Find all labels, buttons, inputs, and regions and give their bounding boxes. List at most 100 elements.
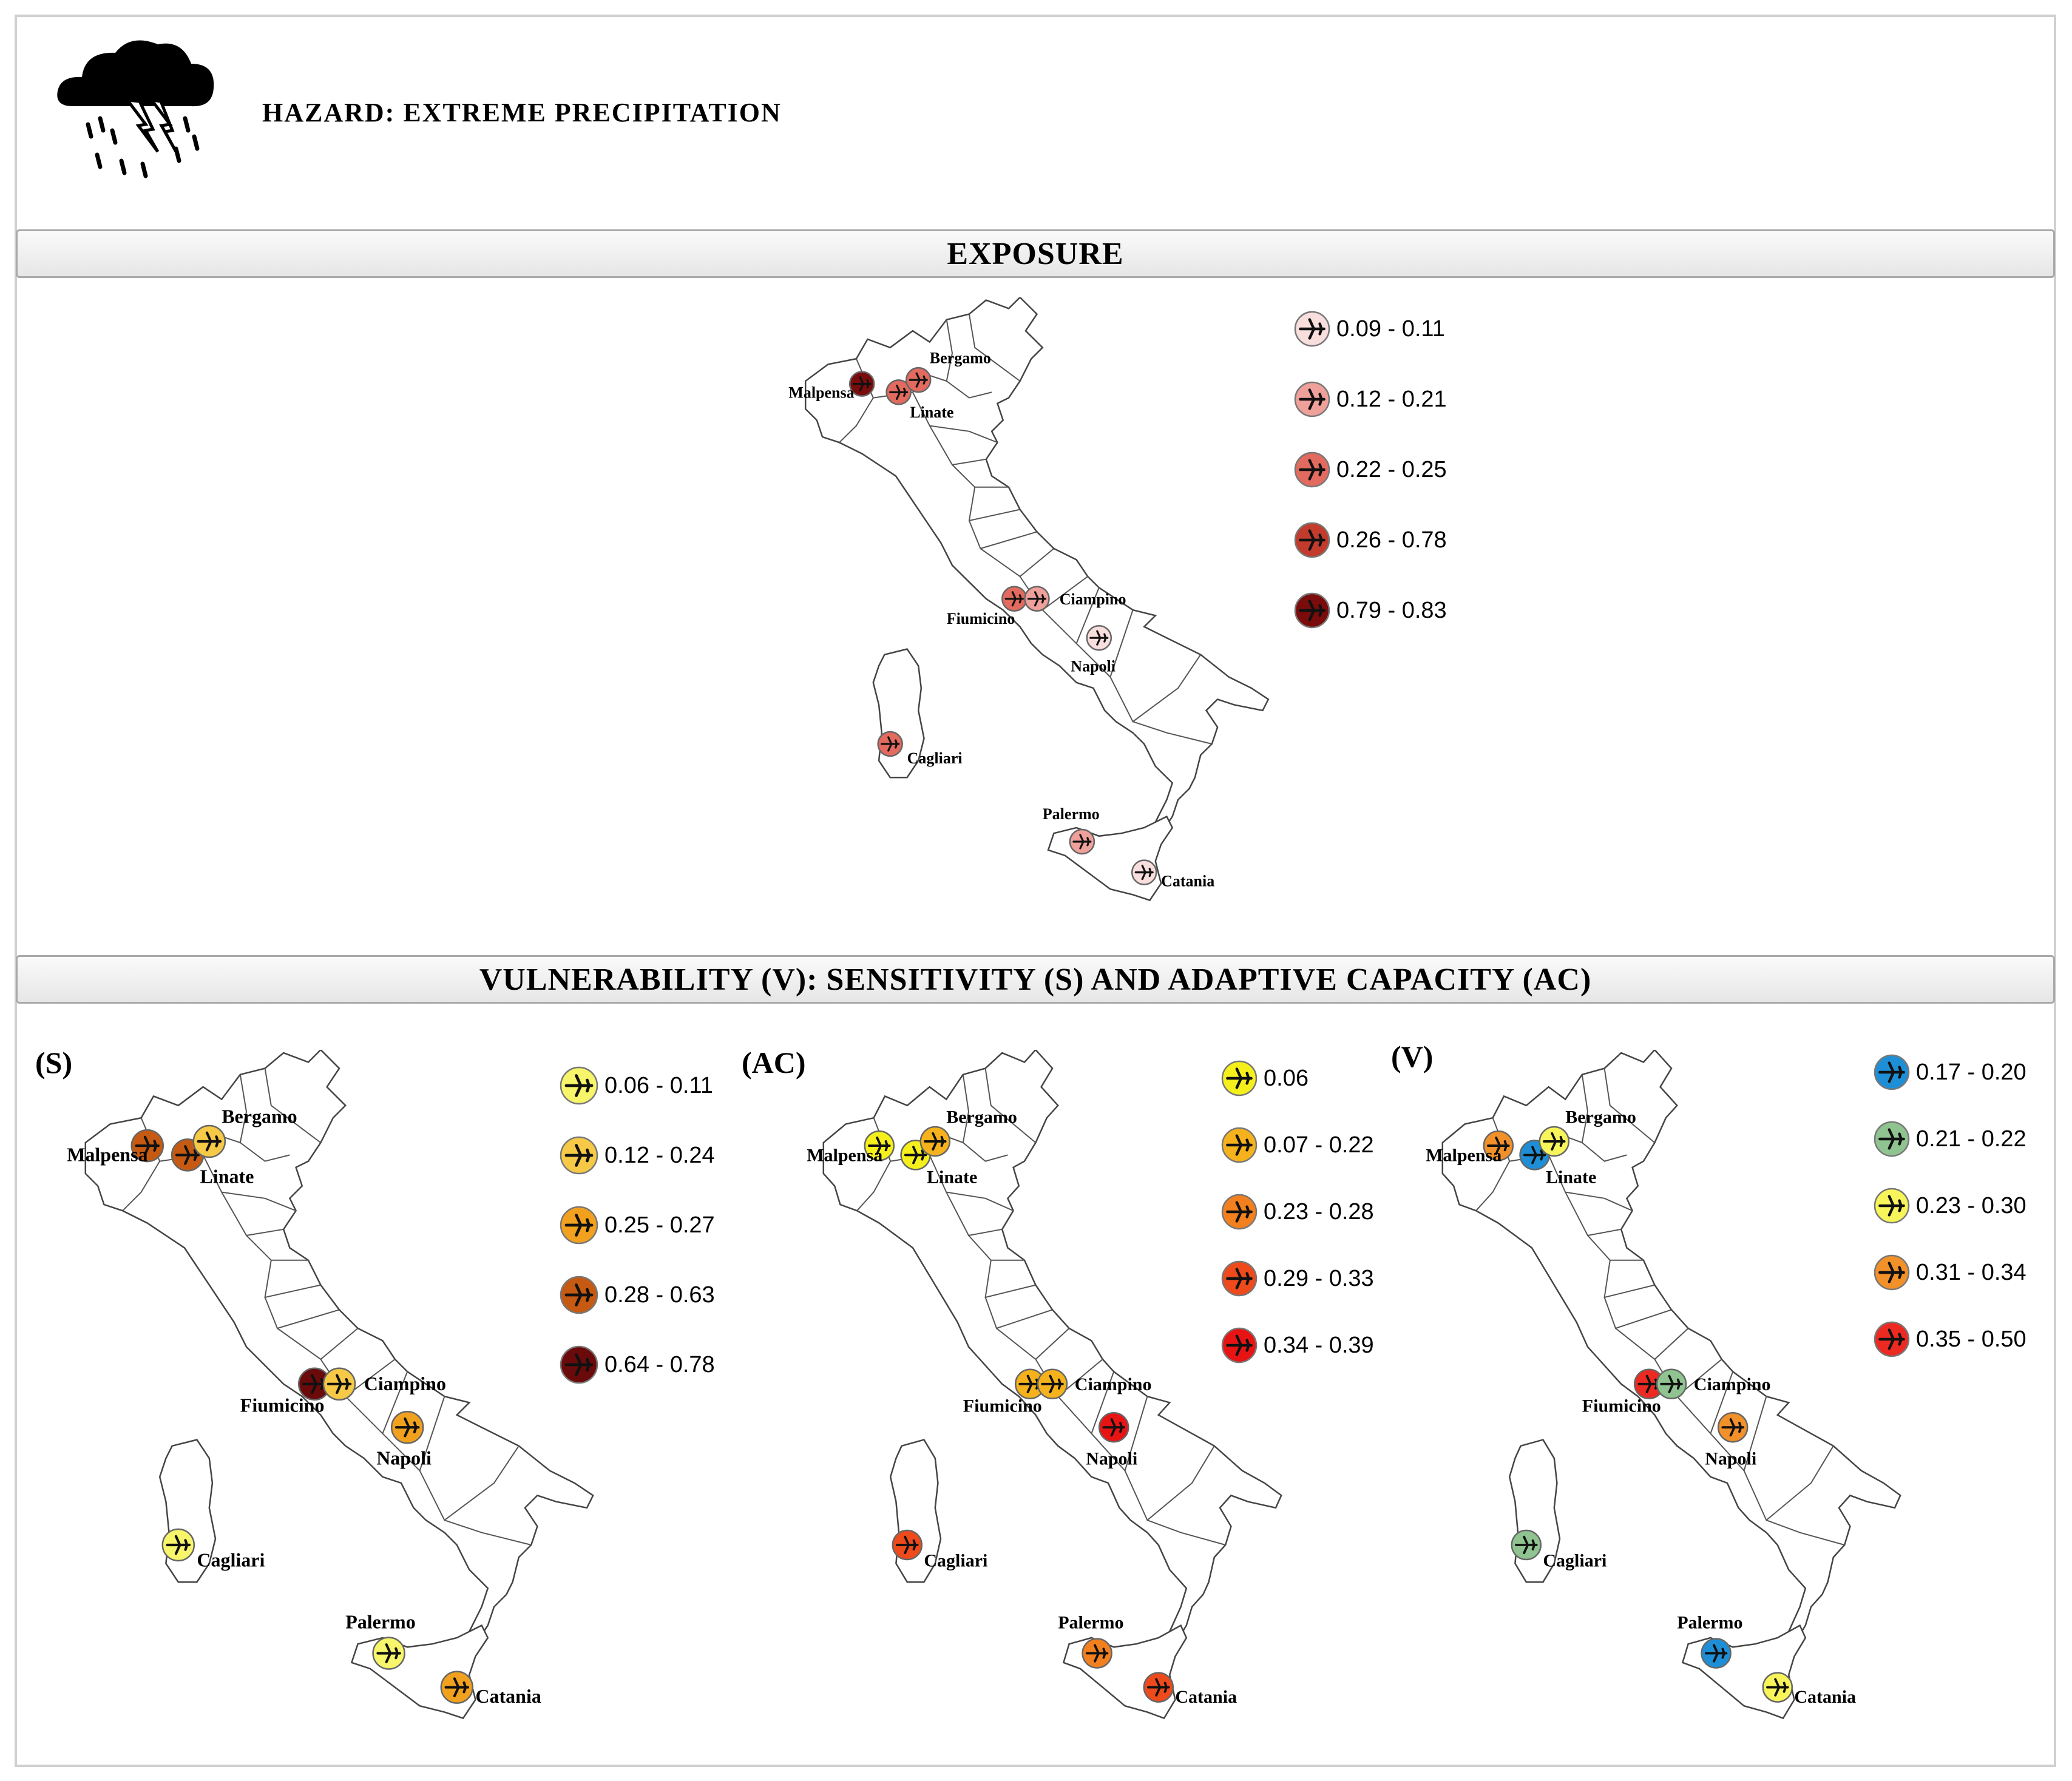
region-border bbox=[962, 1074, 1008, 1162]
airport-label-fiumicino: Fiumicino bbox=[947, 610, 1015, 627]
sicily-outline bbox=[1062, 1624, 1188, 1720]
airport-label-catania: Catania bbox=[1794, 1687, 1856, 1707]
airport-marker-linate bbox=[900, 1140, 931, 1171]
region-border bbox=[345, 1371, 408, 1435]
legend-swatch-airplane-icon bbox=[1221, 1260, 1258, 1297]
legend-item: 0.21 - 0.22 bbox=[1872, 1120, 2026, 1158]
legend-label: 0.07 - 0.22 bbox=[1264, 1132, 1374, 1158]
airport-marker-malpensa bbox=[130, 1129, 164, 1163]
airport-marker-ciampino bbox=[322, 1367, 356, 1401]
airport-label-napoli: Napoli bbox=[1071, 657, 1116, 675]
region-border bbox=[1766, 1519, 1845, 1546]
legend-swatch-airplane-icon bbox=[1874, 1121, 1910, 1157]
legend-label: 0.29 - 0.33 bbox=[1264, 1265, 1374, 1291]
legend-swatch-airplane-icon bbox=[560, 1345, 598, 1384]
legend-label: 0.28 - 0.63 bbox=[604, 1282, 715, 1308]
mainland-outline bbox=[84, 1049, 594, 1646]
legend-swatch-airplane-icon bbox=[1221, 1327, 1258, 1364]
airport-label-malpensa: Malpensa bbox=[788, 384, 854, 402]
legend-item: 0.06 - 0.11 bbox=[558, 1065, 713, 1106]
legend-swatch-airplane-icon bbox=[1294, 451, 1330, 488]
exposure-map-svg: Malpensa Linate Bergamo Fiumicino Ciampino Na… bbox=[788, 296, 1270, 902]
airport-label-linate: Linate bbox=[1546, 1167, 1596, 1187]
legend-item: 0.12 - 0.24 bbox=[558, 1135, 715, 1176]
region-border bbox=[984, 1068, 1037, 1143]
legend-label: 0.79 - 0.83 bbox=[1336, 597, 1447, 623]
legend-label: 0.64 - 0.78 bbox=[604, 1351, 715, 1377]
airport-marker-catania bbox=[440, 1671, 474, 1704]
legend-item: 0.22 - 0.25 bbox=[1293, 450, 1447, 489]
airport-label-palermo: Palermo bbox=[1058, 1613, 1123, 1633]
airport-marker-cagliari bbox=[892, 1529, 923, 1561]
airport-label-bergamo: Bergamo bbox=[1565, 1107, 1636, 1127]
legend-swatch-airplane-icon bbox=[560, 1206, 598, 1245]
region-border bbox=[929, 1154, 1014, 1212]
adaptive-capacity-map: Malpensa Linate Bergamo Fiumicino Ciampino Na… bbox=[801, 1049, 1444, 1766]
region-border bbox=[1132, 721, 1213, 745]
legend-item: 0.64 - 0.78 bbox=[558, 1344, 715, 1385]
legend-swatch-airplane-icon bbox=[1221, 1194, 1258, 1230]
airport-label-ciampino: Ciampino bbox=[1060, 590, 1126, 608]
legend-label: 0.09 - 0.11 bbox=[1336, 316, 1445, 342]
sensitivity-map: Malpensa Linate Bergamo Fiumicino Ciampino Na… bbox=[61, 1049, 704, 1766]
region-border bbox=[1676, 1371, 1734, 1435]
mainland-outline bbox=[822, 1049, 1282, 1646]
legend-swatch-airplane-icon bbox=[560, 1136, 598, 1175]
region-border bbox=[1109, 654, 1202, 723]
region-border bbox=[419, 1445, 520, 1521]
airport-label-ciampino: Ciampino bbox=[364, 1373, 446, 1394]
legend-label: 0.06 bbox=[1264, 1065, 1309, 1091]
hazard-title: HAZARD: EXTREME PRECIPITATION bbox=[262, 98, 782, 127]
legend-swatch-airplane-icon bbox=[560, 1276, 598, 1314]
airport-marker-catania bbox=[1131, 859, 1157, 885]
region-border bbox=[444, 1519, 532, 1546]
airport-label-palermo: Palermo bbox=[345, 1611, 416, 1633]
airport-label-catania: Catania bbox=[1161, 873, 1214, 890]
region-border bbox=[1057, 1371, 1115, 1435]
airport-label-cagliari: Cagliari bbox=[197, 1549, 265, 1571]
legend-item: 0.35 - 0.50 bbox=[1872, 1320, 2026, 1359]
airport-label-bergamo: Bergamo bbox=[946, 1107, 1017, 1127]
airport-marker-palermo bbox=[372, 1637, 405, 1670]
legend-item: 0.07 - 0.22 bbox=[1220, 1126, 1374, 1164]
legend-label: 0.23 - 0.30 bbox=[1916, 1192, 2026, 1218]
exposure-map: Malpensa Linate Bergamo Fiumicino Ciampino Na… bbox=[783, 296, 1353, 941]
legend-label: 0.12 - 0.24 bbox=[604, 1142, 715, 1168]
legend-item: 0.25 - 0.27 bbox=[558, 1205, 715, 1246]
legend-swatch-airplane-icon bbox=[1294, 381, 1330, 417]
airport-label-linate: Linate bbox=[910, 404, 953, 421]
legend-label: 0.06 - 0.11 bbox=[604, 1072, 713, 1098]
legend-label: 0.34 - 0.39 bbox=[1264, 1332, 1374, 1358]
airport-label-catania: Catania bbox=[475, 1685, 541, 1707]
airport-marker-fiumicino bbox=[1633, 1368, 1665, 1400]
legend-label: 0.23 - 0.28 bbox=[1264, 1198, 1374, 1225]
region-border bbox=[1548, 1154, 1633, 1212]
legend-swatch-airplane-icon bbox=[1874, 1254, 1910, 1291]
airport-marker-palermo bbox=[1701, 1638, 1732, 1669]
legend-swatch-airplane-icon bbox=[1874, 1054, 1910, 1090]
airport-label-ciampino: Ciampino bbox=[1694, 1374, 1771, 1394]
figure-frame bbox=[15, 15, 2056, 1767]
region-border bbox=[946, 319, 992, 399]
legend-item: 0.79 - 0.83 bbox=[1293, 591, 1447, 630]
legend-label: 0.22 - 0.25 bbox=[1336, 456, 1447, 482]
region-border bbox=[1147, 1519, 1226, 1546]
airport-label-napoli: Napoli bbox=[1086, 1448, 1137, 1468]
airport-marker-palermo bbox=[1082, 1638, 1112, 1669]
region-border bbox=[1581, 1074, 1627, 1162]
sensitivity-map-svg: Malpensa Linate Bergamo Fiumicino Ciampino Na… bbox=[67, 1049, 594, 1720]
airport-marker-bergamo bbox=[905, 367, 932, 393]
legend-item: 0.06 bbox=[1220, 1059, 1309, 1098]
adaptive_capacity-map-svg: Malpensa Linate Bergamo Fiumicino Ciampino Na… bbox=[807, 1049, 1282, 1720]
vulnerability-banner: VULNERABILITY (V): SENSITIVITY (S) AND A… bbox=[16, 955, 2055, 1004]
airport-label-fiumicino: Fiumicino bbox=[963, 1396, 1042, 1416]
region-border bbox=[1124, 1445, 1215, 1521]
airport-marker-catania bbox=[1143, 1672, 1174, 1703]
airport-marker-napoli bbox=[1717, 1411, 1749, 1443]
region-border bbox=[980, 548, 1055, 578]
airport-marker-catania bbox=[1762, 1672, 1793, 1703]
airport-label-cagliari: Cagliari bbox=[924, 1551, 987, 1571]
legend-label: 0.17 - 0.20 bbox=[1916, 1059, 2026, 1085]
exposure-banner: EXPOSURE bbox=[16, 229, 2055, 278]
airport-marker-napoli bbox=[1086, 624, 1112, 651]
